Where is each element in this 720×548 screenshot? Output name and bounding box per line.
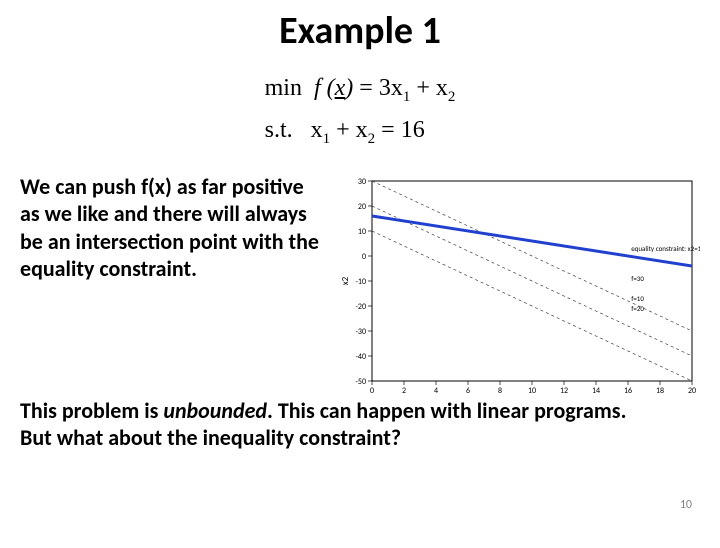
- svg-text:10: 10: [528, 386, 536, 393]
- svg-text:equality constraint: x2=16-x1: equality constraint: x2=16-x1: [631, 244, 700, 253]
- svg-text:14: 14: [592, 386, 600, 393]
- page-number: 10: [680, 498, 692, 512]
- st-label: s.t.: [265, 117, 293, 143]
- svg-text:20: 20: [358, 202, 366, 212]
- svg-text:0: 0: [370, 386, 374, 393]
- para2-em: unbounded: [163, 397, 267, 424]
- svg-text:10: 10: [358, 227, 366, 237]
- svg-text:12: 12: [560, 386, 568, 393]
- svg-text:x2: x2: [340, 276, 351, 285]
- svg-text:-40: -40: [355, 352, 366, 362]
- st-rhs: = 16: [375, 117, 425, 143]
- paragraph-1: We can push f(x) as far positive as we l…: [20, 173, 320, 283]
- para2-c: But what about the inequality constraint…: [20, 424, 401, 451]
- paragraph-2: This problem is unbounded. This can happ…: [0, 393, 720, 452]
- page-title: Example 1: [0, 8, 720, 54]
- para2-b: . This can happen with linear programs.: [267, 397, 626, 424]
- st-sub1: 1: [323, 131, 331, 147]
- func-rhs-b: + x: [410, 75, 448, 101]
- func-rhs-a: = 3x: [359, 75, 403, 101]
- svg-text:-10: -10: [355, 277, 366, 287]
- svg-text:-50: -50: [355, 377, 366, 387]
- svg-text:f=20: f=20: [631, 304, 644, 313]
- func-lhs: f (x): [314, 75, 353, 101]
- min-label: min: [265, 75, 302, 101]
- st-lhs-a: x: [311, 117, 323, 143]
- st-lhs-b: + x: [330, 117, 368, 143]
- svg-text:4: 4: [434, 386, 438, 393]
- chart-container: 0 2 4 6 8 10 12 14 16 18 20 -50 -40 -30 -20 -10 0 10 20 30 x…: [320, 173, 710, 393]
- svg-text:18: 18: [656, 386, 664, 393]
- svg-text:20: 20: [688, 386, 696, 393]
- contour-chart: 0 2 4 6 8 10 12 14 16 18 20 -50 -40 -30 -20 -10 0 10 20 30 x…: [340, 173, 700, 393]
- svg-text:2: 2: [402, 386, 406, 393]
- svg-text:16: 16: [624, 386, 632, 393]
- func-sub2: 2: [448, 89, 456, 105]
- svg-text:6: 6: [466, 386, 470, 393]
- svg-text:30: 30: [358, 177, 366, 187]
- svg-text:0: 0: [362, 252, 366, 262]
- svg-text:f=10: f=10: [631, 294, 644, 303]
- svg-text:-30: -30: [355, 327, 366, 337]
- para2-a: This problem is: [20, 397, 163, 424]
- svg-text:-20: -20: [355, 302, 366, 312]
- svg-text:8: 8: [498, 386, 502, 393]
- svg-text:f=30: f=30: [631, 274, 644, 283]
- objective-equations: min f (x) = 3x1 + x2 s.t. x1 + x2 = 16: [0, 68, 720, 153]
